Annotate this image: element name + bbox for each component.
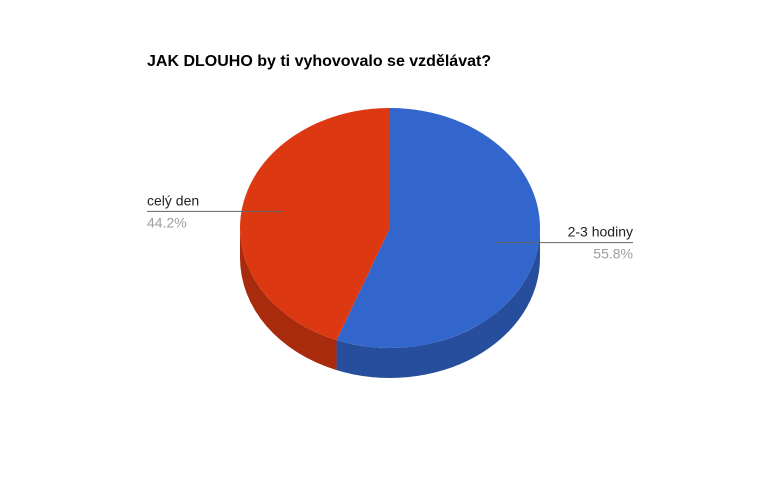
slice-label-1: 2-3 hodiny [568, 224, 633, 240]
pie-side-1 [336, 228, 540, 378]
slice-value-2: 44.2% [147, 214, 187, 230]
slice-value-1: 55.8% [593, 246, 633, 262]
pie-side-2 [240, 228, 337, 371]
slice-label-2: celý den [147, 192, 199, 208]
slice-labels: 2-3 hodiny 55.8% celý den 44.2% [147, 192, 633, 262]
chart-title: JAK DLOUHO by ti vyhovovalo se vzdělávat… [147, 53, 492, 70]
pie-top-faces [240, 108, 541, 349]
pie-slice-1 [336, 108, 541, 349]
pie-side-walls [240, 228, 540, 378]
pie-slice-2 [240, 108, 390, 341]
